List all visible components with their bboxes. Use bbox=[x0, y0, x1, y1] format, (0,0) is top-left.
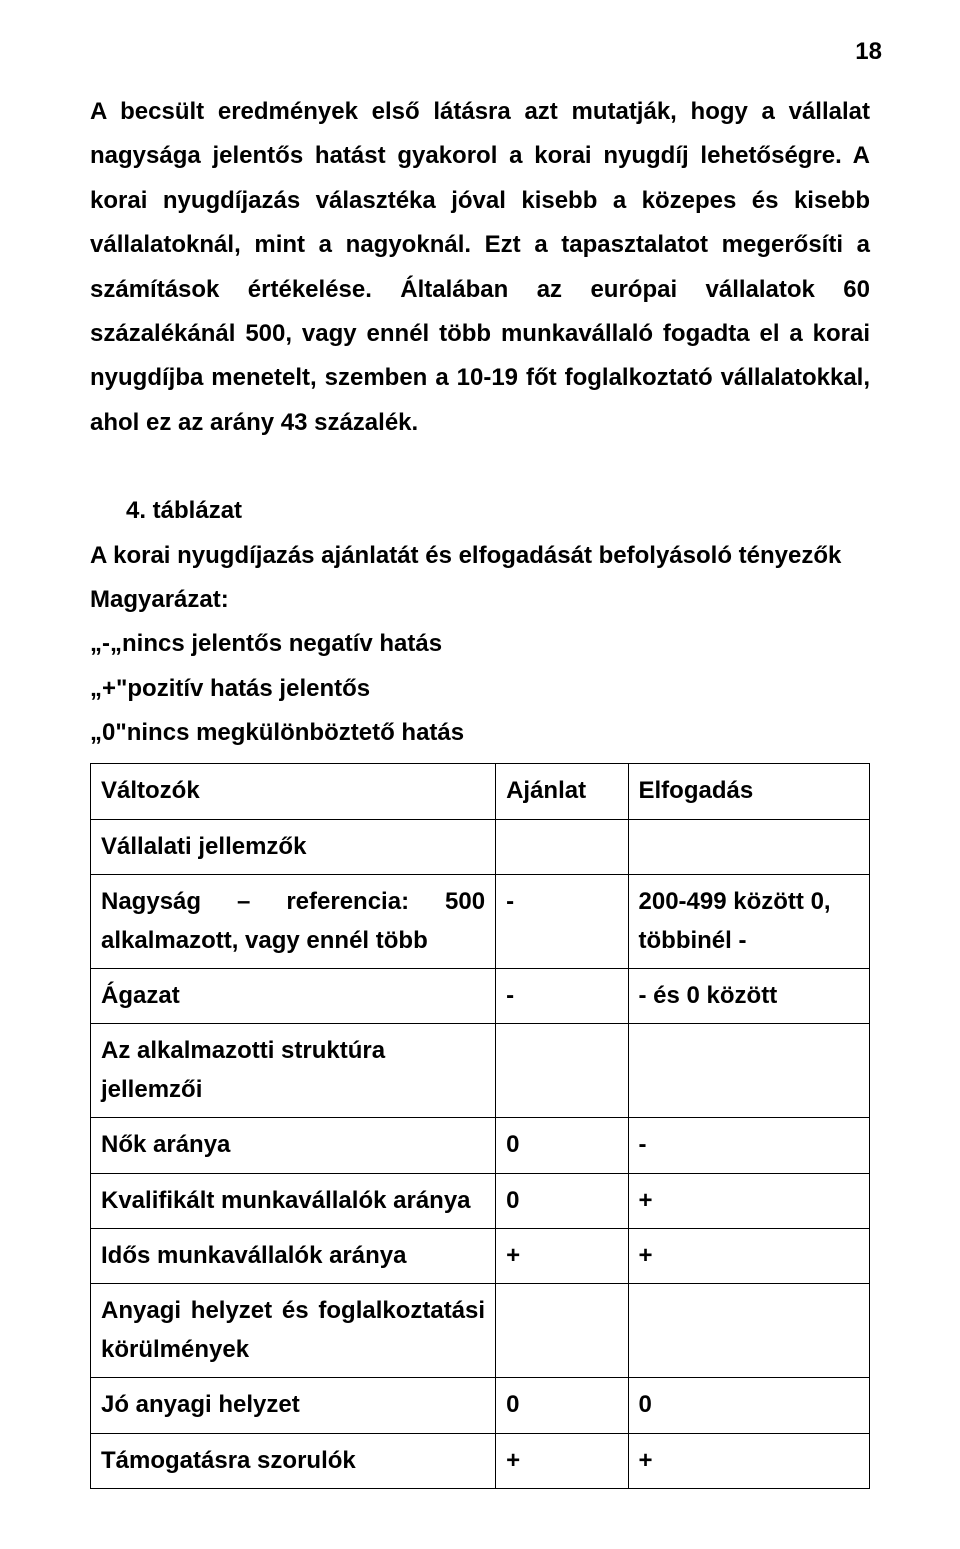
cell-accept: - és 0 között bbox=[628, 969, 870, 1024]
cell-variable: Nagyság – referencia: 500 alkalmazott, v… bbox=[91, 875, 496, 969]
cell-accept: 0 bbox=[628, 1378, 870, 1433]
cell-accept: 200-499 között 0, többinél - bbox=[628, 875, 870, 969]
table-row: Jó anyagi helyzet 0 0 bbox=[91, 1378, 870, 1433]
table-row: Ágazat - - és 0 között bbox=[91, 969, 870, 1024]
cell-accept: - bbox=[628, 1118, 870, 1173]
document-page: 18 A becsült eredmények első látásra azt… bbox=[0, 0, 960, 1549]
legend-item-1: „+"pozitív hatás jelentős bbox=[90, 667, 870, 711]
table-row: Kvalifikált munkavállalók aránya 0 + bbox=[91, 1173, 870, 1228]
table-row: Nők aránya 0 - bbox=[91, 1118, 870, 1173]
cell-offer: + bbox=[496, 1228, 628, 1283]
cell-offer: 0 bbox=[496, 1118, 628, 1173]
cell-accept bbox=[628, 819, 870, 874]
table-title: A korai nyugdíjazás ajánlatát és elfogad… bbox=[90, 534, 870, 578]
cell-offer bbox=[496, 1284, 628, 1378]
column-header-accept: Elfogadás bbox=[628, 764, 870, 819]
cell-variable: Kvalifikált munkavállalók aránya bbox=[91, 1173, 496, 1228]
table-row: Az alkalmazotti struktúra jellemzői bbox=[91, 1024, 870, 1118]
cell-variable: Vállalati jellemzők bbox=[91, 819, 496, 874]
cell-accept: + bbox=[628, 1173, 870, 1228]
cell-accept bbox=[628, 1024, 870, 1118]
cell-variable: Idős munkavállalók aránya bbox=[91, 1228, 496, 1283]
cell-accept: + bbox=[628, 1228, 870, 1283]
cell-variable: Nők aránya bbox=[91, 1118, 496, 1173]
cell-offer bbox=[496, 819, 628, 874]
cell-offer: + bbox=[496, 1433, 628, 1488]
table-row: Idős munkavállalók aránya + + bbox=[91, 1228, 870, 1283]
cell-variable: Az alkalmazotti struktúra jellemzői bbox=[91, 1024, 496, 1118]
cell-variable: Anyagi helyzet és foglalkoztatási körülm… bbox=[91, 1284, 496, 1378]
table-row: Támogatásra szorulók + + bbox=[91, 1433, 870, 1488]
column-header-variable: Változók bbox=[91, 764, 496, 819]
cell-variable: Jó anyagi helyzet bbox=[91, 1378, 496, 1433]
legend-item-0: „-„nincs jelentős negatív hatás bbox=[90, 622, 870, 666]
page-number: 18 bbox=[855, 38, 882, 66]
cell-variable: Támogatásra szorulók bbox=[91, 1433, 496, 1488]
column-header-offer: Ajánlat bbox=[496, 764, 628, 819]
table-row: Nagyság – referencia: 500 alkalmazott, v… bbox=[91, 875, 870, 969]
table-header-row: Változók Ajánlat Elfogadás bbox=[91, 764, 870, 819]
cell-offer bbox=[496, 1024, 628, 1118]
cell-offer: - bbox=[496, 875, 628, 969]
cell-variable: Ágazat bbox=[91, 969, 496, 1024]
table-row: Vállalati jellemzők bbox=[91, 819, 870, 874]
table-heading: 4. táblázat bbox=[90, 489, 870, 533]
cell-offer: 0 bbox=[496, 1378, 628, 1433]
legend-item-2: „0"nincs megkülönböztető hatás bbox=[90, 711, 870, 755]
legend-label: Magyarázat: bbox=[90, 578, 870, 622]
cell-accept: + bbox=[628, 1433, 870, 1488]
table-block: 4. táblázat A korai nyugdíjazás ajánlatá… bbox=[90, 489, 870, 1489]
cell-offer: - bbox=[496, 969, 628, 1024]
factors-table: Változók Ajánlat Elfogadás Vállalati jel… bbox=[90, 763, 870, 1488]
cell-accept bbox=[628, 1284, 870, 1378]
body-paragraph: A becsült eredmények első látásra azt mu… bbox=[90, 90, 870, 445]
cell-offer: 0 bbox=[496, 1173, 628, 1228]
table-row: Anyagi helyzet és foglalkoztatási körülm… bbox=[91, 1284, 870, 1378]
